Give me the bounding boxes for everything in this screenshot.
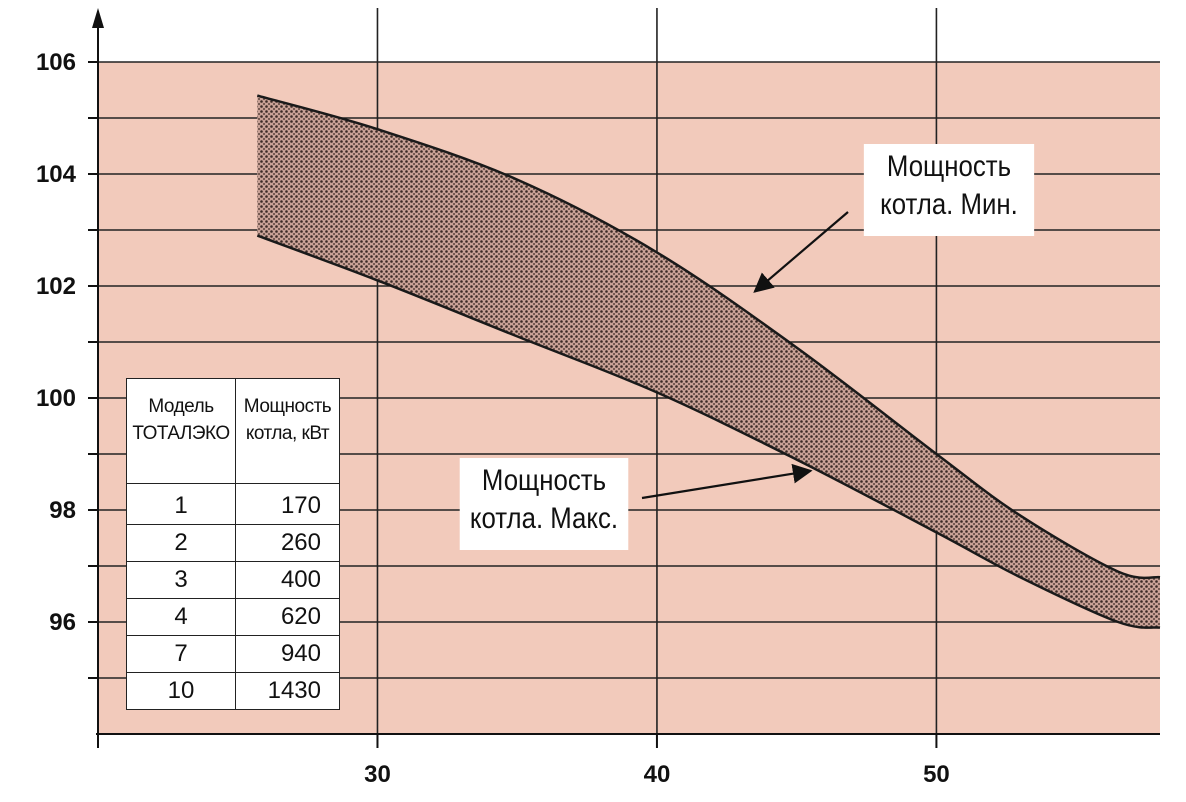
header-power-line-1: Мощность <box>243 396 332 417</box>
annotation-max-label: Мощность котла. Макс. <box>459 458 629 550</box>
y-tick-label: 96 <box>49 609 76 636</box>
table-row: 4 620 <box>126 598 340 636</box>
table-cell-power: 260 <box>235 524 340 562</box>
y-tick-label: 102 <box>36 273 76 300</box>
table-cell-power: 400 <box>235 561 340 599</box>
table-row: 7 940 <box>126 635 340 673</box>
table-cell-power: 1430 <box>235 672 340 710</box>
annotation-max-arrow <box>641 463 813 500</box>
y-tick-label: 104 <box>36 161 77 188</box>
table-cell-model: 1 <box>126 483 236 525</box>
table-cell-model: 7 <box>126 635 236 673</box>
annotation-max-line-1: Мощность <box>481 464 607 497</box>
model-power-table: Модель ТОТАЛЭКО Мощность котла, кВт 1 170… <box>126 378 340 710</box>
table-header-row: Модель ТОТАЛЭКО Мощность котла, кВт <box>126 378 340 484</box>
annotation-min-line-1: Мощность <box>886 150 1012 183</box>
y-tick-label: 106 <box>36 49 76 76</box>
x-tick-label: 30 <box>364 761 391 788</box>
table-cell-power: 940 <box>235 635 340 673</box>
table-cell-power: 620 <box>235 598 340 636</box>
x-tick-label: 50 <box>923 761 950 788</box>
y-tick-label: 100 <box>36 385 76 412</box>
header-model-line-2: ТОТАЛЭКО <box>132 423 230 444</box>
table-header-power: Мощность котла, кВт <box>235 378 340 484</box>
table-row: 3 400 <box>126 561 340 599</box>
annotation-min-line-2: котла. Мин. <box>880 188 1018 221</box>
table-row: 2 260 <box>126 524 340 562</box>
annotation-arrows <box>641 211 849 500</box>
table-cell-model: 2 <box>126 524 236 562</box>
annotation-max-line-2: котла. Макс. <box>469 502 619 535</box>
table-cell-model: 10 <box>126 672 236 710</box>
x-tick-label: 40 <box>644 761 671 788</box>
table-cell-model: 3 <box>126 561 236 599</box>
series-line-max <box>256 234 1161 629</box>
table-row: 1 170 <box>126 483 340 525</box>
y-tick-label: 98 <box>49 497 76 524</box>
header-power-line-2: котла, кВт <box>245 423 330 444</box>
annotation-min-arrow <box>753 211 849 293</box>
annotation-min-label: Мощность котла. Мин. <box>863 144 1035 236</box>
axes <box>88 8 1160 748</box>
y-axis-arrow <box>92 8 104 28</box>
table-row: 10 1430 <box>126 672 340 710</box>
table-cell-power: 170 <box>235 483 340 525</box>
efficiency-band <box>257 95 1160 628</box>
table-cell-model: 4 <box>126 598 236 636</box>
series-line-min <box>256 94 1161 580</box>
header-model-line-1: Модель <box>148 396 214 417</box>
table-header-model: Модель ТОТАЛЭКО <box>126 378 236 484</box>
